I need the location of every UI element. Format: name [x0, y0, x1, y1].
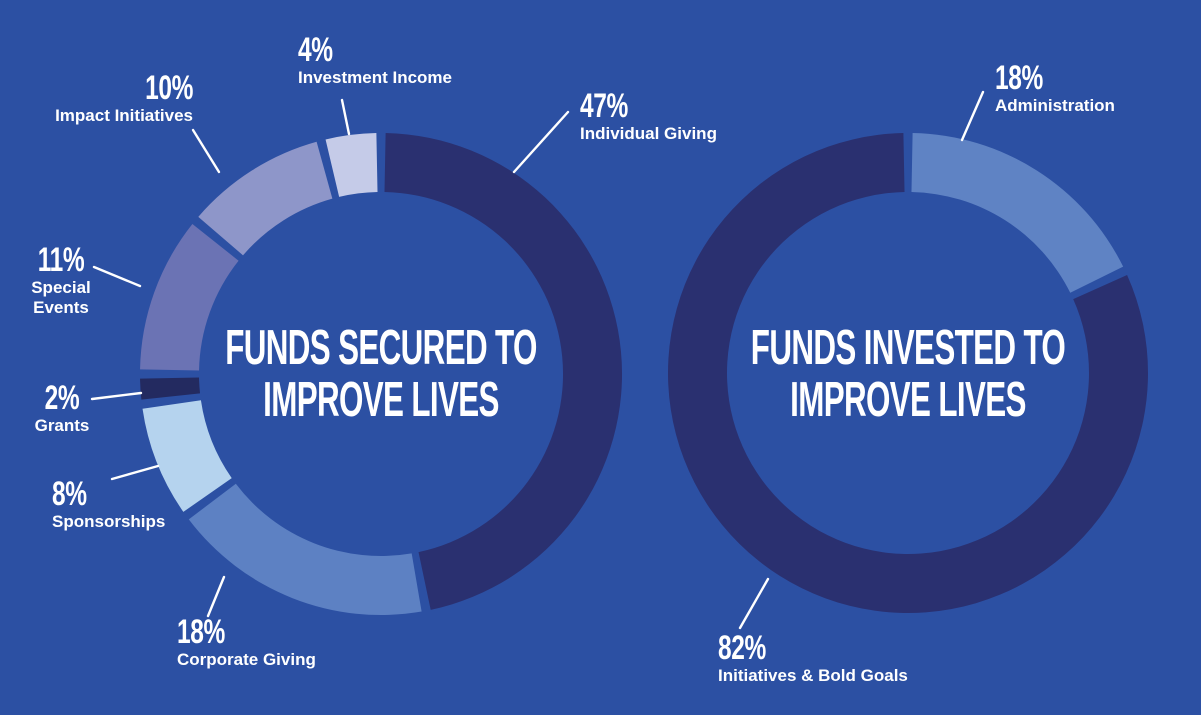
slice-percentage: 18% — [995, 59, 1043, 97]
leader-line-initiatives-bold-goals — [738, 577, 770, 630]
donut-title-funds-secured: FUNDS SECURED TO IMPROVE LIVES — [215, 322, 548, 426]
leader-line-sponsorships — [110, 464, 160, 481]
bottom-edge-strip — [0, 715, 1201, 718]
donut-title-line: IMPROVE LIVES — [790, 373, 1026, 427]
slice-label-individual-giving: 47% Individual Giving — [580, 88, 750, 144]
slice-category: Individual Giving — [580, 124, 717, 143]
donut-slice-impact-initiatives — [198, 141, 333, 256]
slice-percentage: 47% — [580, 87, 628, 125]
slice-label-special-events: 11% Special Events — [16, 242, 106, 318]
slice-percentage: 18% — [177, 613, 225, 651]
slice-percentage: 8% — [52, 475, 87, 513]
slice-category: Investment Income — [298, 68, 452, 87]
slice-category: Special Events — [31, 278, 91, 317]
donut-slice-grants — [140, 377, 201, 400]
donut-slice-special-events — [140, 223, 239, 371]
slice-category: Grants — [34, 416, 90, 435]
leader-line-administration — [960, 90, 985, 142]
slice-percentage: 2% — [44, 379, 80, 417]
donut-title-funds-invested: FUNDS INVESTED TO IMPROVE LIVES — [742, 322, 1075, 426]
slice-label-grants: 2% Grants — [26, 380, 98, 436]
donut-title-line: FUNDS SECURED TO — [225, 321, 537, 375]
slice-label-sponsorships: 8% Sponsorships — [52, 476, 202, 532]
slice-category: Sponsorships — [52, 512, 166, 531]
leader-line-individual-giving — [512, 110, 570, 174]
donut-title-line: IMPROVE LIVES — [263, 373, 499, 427]
slice-label-investment-income: 4% Investment Income — [298, 32, 498, 88]
leader-line-corporate-giving — [206, 575, 226, 618]
slice-percentage: 11% — [37, 241, 85, 279]
slice-label-impact-initiatives: 10% Impact Initiatives — [23, 70, 193, 126]
leader-line-impact-initiatives — [191, 128, 221, 174]
slice-category: Initiatives & Bold Goals — [718, 666, 908, 685]
donut-chart-funds-invested — [667, 90, 1148, 630]
slice-category: Administration — [995, 96, 1115, 115]
donut-slice-corporate-giving — [188, 483, 422, 615]
donut-chart-funds-secured — [90, 98, 623, 618]
slice-label-initiatives-bold-goals: 82% Initiatives & Bold Goals — [718, 630, 938, 686]
leader-line-special-events — [92, 265, 142, 288]
slice-percentage: 82% — [718, 629, 766, 667]
slice-label-administration: 18% Administration — [995, 60, 1165, 116]
slice-category: Impact Initiatives — [55, 106, 193, 125]
donut-slice-sponsorships — [142, 400, 232, 512]
donut-slice-investment-income — [325, 133, 378, 197]
leader-line-investment-income — [340, 98, 351, 136]
slice-category: Corporate Giving — [177, 650, 316, 669]
slice-label-corporate-giving: 18% Corporate Giving — [177, 614, 357, 670]
donut-title-line: FUNDS INVESTED TO — [750, 321, 1066, 375]
donut-slice-individual-giving — [384, 133, 623, 610]
slice-percentage: 10% — [145, 69, 193, 107]
slice-percentage: 4% — [298, 31, 333, 69]
leader-line-grants — [90, 391, 143, 401]
donut-slice-administration — [911, 133, 1124, 293]
